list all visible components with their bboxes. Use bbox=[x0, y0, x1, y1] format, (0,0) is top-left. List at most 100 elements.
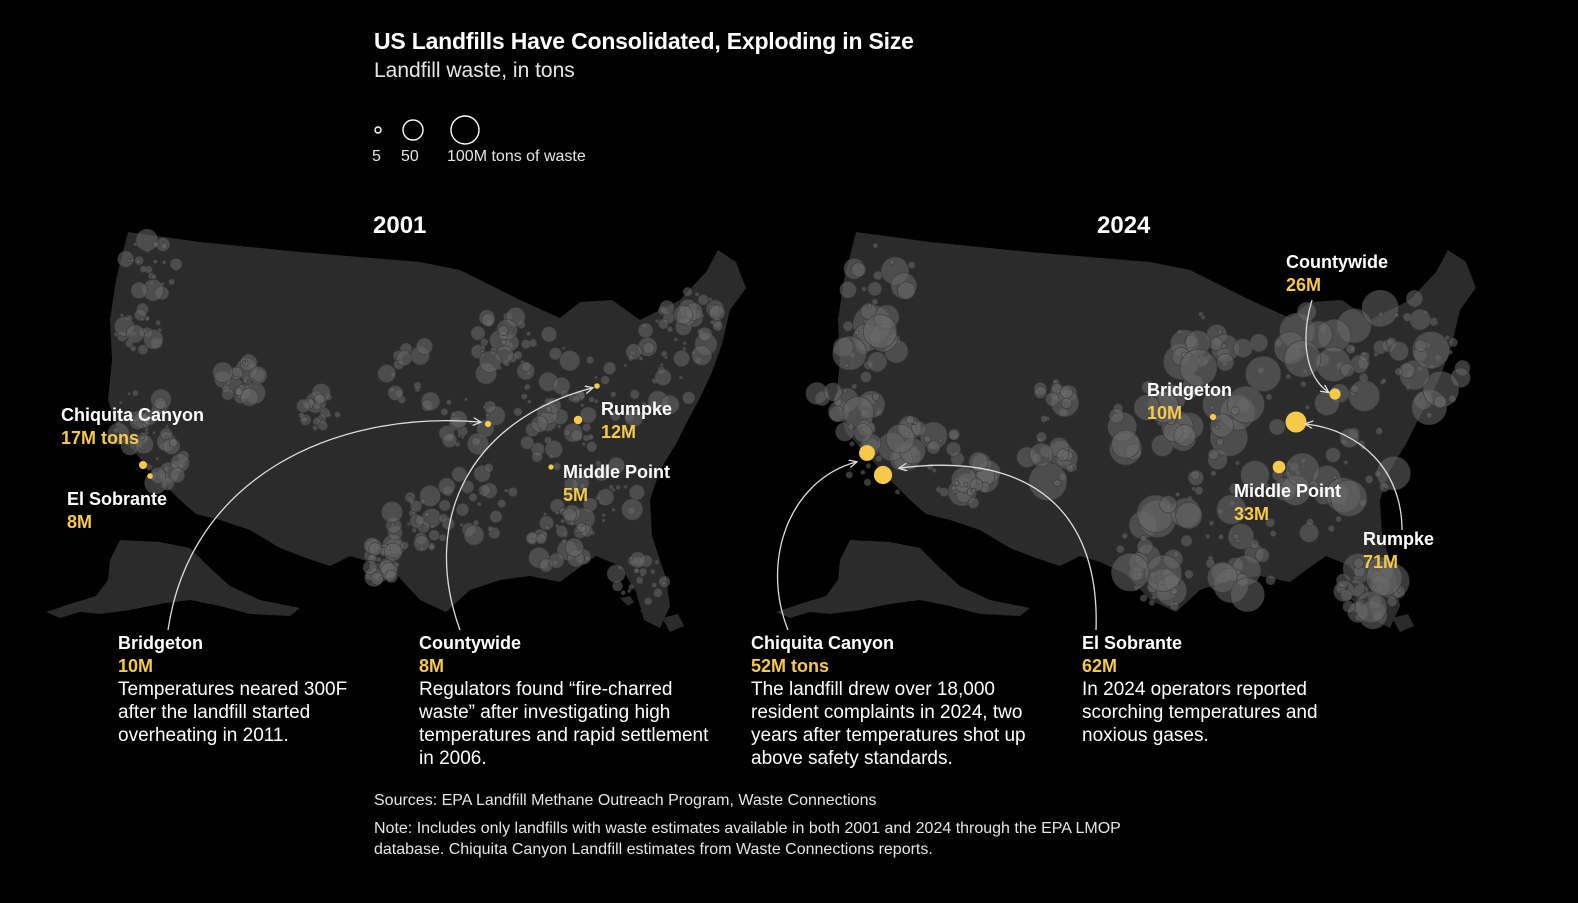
landfill-bubble bbox=[670, 309, 674, 314]
landfill-bubble bbox=[707, 297, 713, 302]
landfill-bubble bbox=[531, 451, 543, 463]
legend-circle-50 bbox=[402, 119, 424, 141]
landfill-bubble bbox=[459, 522, 464, 527]
arrow-countywide-2001 bbox=[445, 388, 592, 631]
landfill-bubble bbox=[435, 510, 440, 515]
landfill-bubble bbox=[544, 440, 563, 459]
landfill-bubble bbox=[570, 429, 583, 442]
label-bridgeton-2001: Bridgeton 10M Temperatures neared 300F a… bbox=[118, 632, 388, 747]
landfill-bubble bbox=[640, 573, 645, 577]
landfill-bubble bbox=[1279, 485, 1286, 492]
landfill-bubble bbox=[650, 568, 656, 575]
landfill-bubble bbox=[1397, 588, 1402, 593]
landfill-bubble bbox=[839, 281, 857, 299]
landfill-bubble bbox=[963, 481, 969, 487]
landfill-bubble bbox=[1366, 559, 1403, 597]
landfill-description: The landfill drew over 18,000 resident c… bbox=[751, 679, 1026, 769]
highlighted-landfills-2001 bbox=[139, 383, 600, 479]
landfill-bubble bbox=[659, 362, 664, 367]
landfill-bubble bbox=[400, 541, 409, 550]
legend-label-5: 5 bbox=[372, 148, 381, 165]
landfill-bubble bbox=[587, 433, 594, 441]
landfill-bubble bbox=[468, 492, 478, 502]
landfill-bubble bbox=[845, 471, 853, 479]
landfill-bubble bbox=[234, 387, 244, 397]
landfill-bubble bbox=[971, 487, 977, 493]
landfill-bubble bbox=[1268, 418, 1286, 436]
label-bridgeton-2024: Bridgeton 10M bbox=[1147, 379, 1232, 425]
landfill-bubble bbox=[521, 393, 528, 400]
landfill-bubble bbox=[1306, 518, 1314, 527]
landfill-bubble bbox=[438, 499, 451, 512]
landfill-value: 8M bbox=[419, 656, 445, 676]
landfill-bubble bbox=[682, 346, 687, 351]
landfill-bubble bbox=[1332, 475, 1338, 480]
landfill-bubble bbox=[564, 537, 584, 557]
landfill-bubble bbox=[296, 398, 311, 413]
chart-title: US Landfills Have Consolidated, Explodin… bbox=[374, 28, 914, 54]
landfill-bubble bbox=[571, 394, 581, 404]
landfill-bubble bbox=[865, 463, 871, 469]
landfill-bubble bbox=[552, 376, 571, 395]
landfill-bubble bbox=[664, 355, 669, 360]
landfill-bubble bbox=[544, 436, 552, 445]
landfill-bubbles-2024 bbox=[805, 242, 1471, 630]
landfill-bubble bbox=[862, 314, 898, 349]
landfill-bubble bbox=[513, 407, 523, 417]
landfill-bubble bbox=[1233, 338, 1253, 358]
landfill-name: Middle Point bbox=[563, 462, 670, 482]
landfill-bubble bbox=[249, 366, 268, 385]
landfill-bubble bbox=[378, 576, 383, 581]
highlight-landfill-dot bbox=[484, 420, 492, 428]
landfill-bubble bbox=[653, 588, 663, 598]
landfill-bubble bbox=[1194, 486, 1204, 495]
landfill-bubble bbox=[1249, 539, 1260, 549]
label-rumpke-2001: Rumpke 12M bbox=[601, 398, 672, 444]
highlight-landfill-dot bbox=[1272, 460, 1286, 474]
landfill-bubble bbox=[1028, 462, 1068, 501]
landfill-bubble bbox=[611, 507, 616, 512]
landfill-bubble bbox=[145, 316, 150, 321]
landfill-bubble bbox=[438, 477, 456, 495]
landfill-bubble bbox=[1176, 329, 1183, 335]
landfill-bubble bbox=[588, 396, 595, 403]
landfill-bubble bbox=[521, 361, 532, 372]
landfill-bubble bbox=[396, 357, 400, 362]
landfill-bubble bbox=[889, 258, 896, 265]
alaska-shape bbox=[46, 540, 300, 618]
landfill-bubble bbox=[586, 441, 598, 453]
landfill-bubble bbox=[610, 391, 617, 398]
landfill-bubble bbox=[654, 559, 660, 565]
size-legend bbox=[374, 115, 480, 145]
landfill-bubble bbox=[555, 511, 560, 515]
landfill-bubble bbox=[1056, 448, 1070, 462]
hawaii-shape bbox=[620, 596, 684, 632]
landfill-bubble bbox=[1066, 464, 1075, 473]
highlight-landfill-dot bbox=[1285, 411, 1307, 433]
landfill-bubble bbox=[1269, 530, 1277, 537]
landfill-bubble bbox=[872, 242, 879, 249]
landfill-bubble bbox=[1375, 427, 1383, 435]
landfill-bubble bbox=[946, 441, 961, 457]
landfill-bubble bbox=[843, 388, 848, 394]
landfill-bubble bbox=[136, 421, 141, 426]
chart-subtitle: Landfill waste, in tons bbox=[374, 59, 575, 82]
landfill-bubble bbox=[137, 344, 149, 355]
landfill-bubble bbox=[823, 382, 843, 402]
landfill-bubble bbox=[1340, 363, 1355, 378]
landfill-bubble bbox=[1060, 397, 1073, 409]
landfill-bubble bbox=[1374, 470, 1382, 478]
landfill-bubble bbox=[153, 259, 158, 264]
landfill-bubble bbox=[860, 470, 866, 475]
landfill-bubble bbox=[113, 332, 119, 337]
landfill-name: Bridgeton bbox=[1147, 380, 1232, 400]
landfill-bubble bbox=[504, 488, 509, 493]
landfill-value: 8M bbox=[67, 512, 93, 532]
landfill-bubble bbox=[1209, 405, 1215, 411]
arrow-rumpke-2024 bbox=[1306, 424, 1403, 531]
landfill-description: Regulators found “fire-charred waste” af… bbox=[419, 679, 709, 769]
landfill-bubble bbox=[485, 413, 490, 418]
landfill-bubble bbox=[595, 460, 602, 467]
landfill-bubble bbox=[866, 303, 872, 309]
landfill-bubble bbox=[582, 423, 591, 432]
